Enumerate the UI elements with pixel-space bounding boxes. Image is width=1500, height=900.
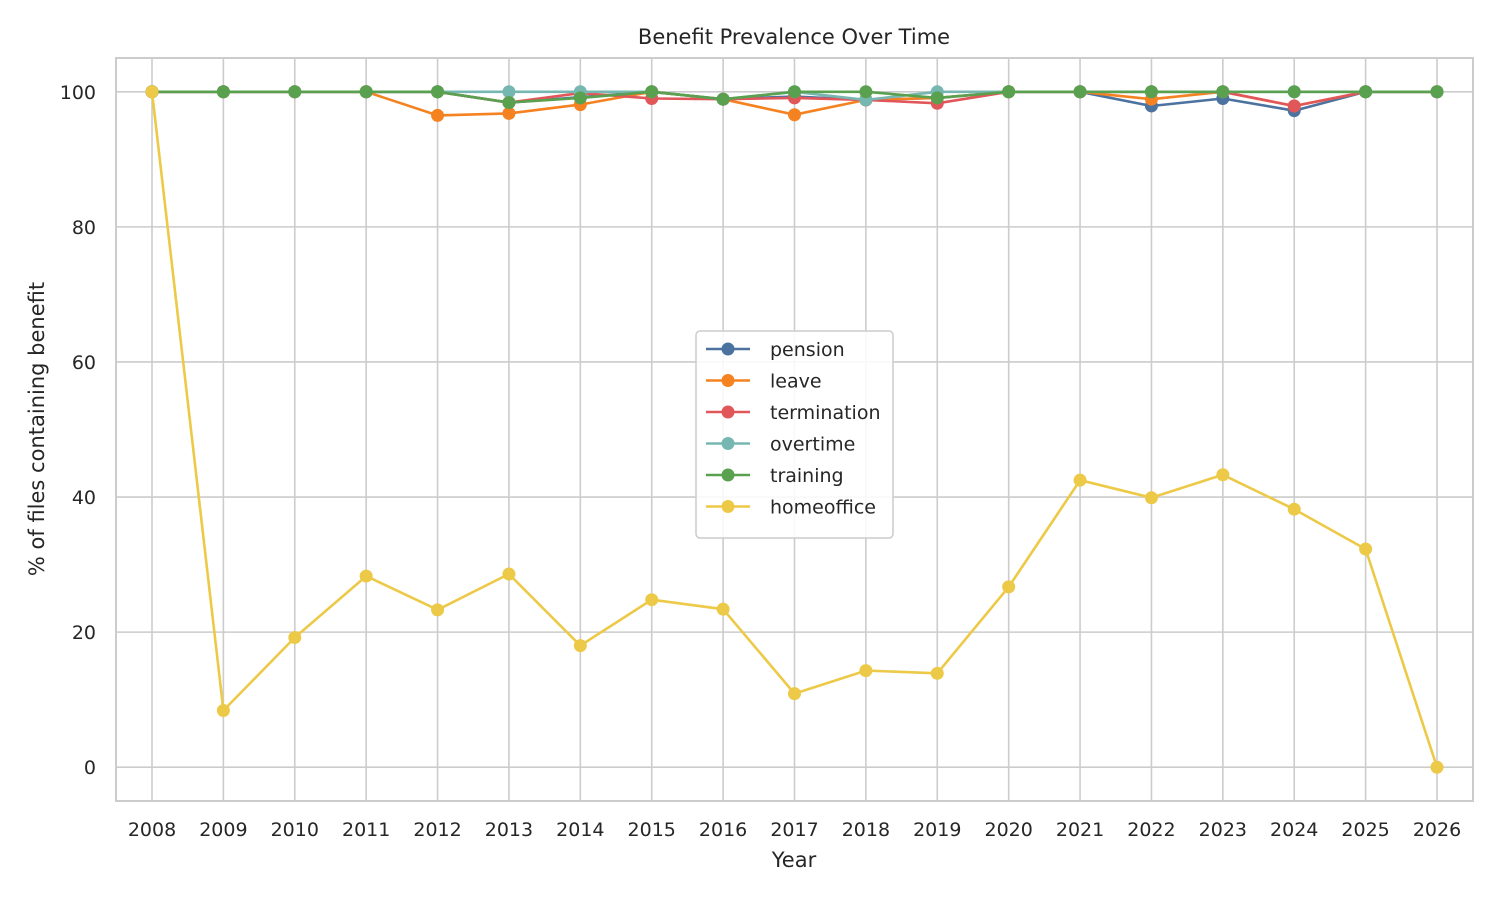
- data-point-homeoffice: [359, 569, 373, 583]
- legend-label: training: [770, 465, 844, 487]
- legend-swatch-marker: [721, 405, 735, 419]
- y-axis-label: % of files containing benefit: [25, 282, 49, 576]
- data-point-training: [1359, 85, 1373, 99]
- x-tick-label: 2026: [1413, 819, 1461, 841]
- data-point-homeoffice: [1216, 468, 1230, 482]
- x-tick-label: 2008: [128, 819, 176, 841]
- data-point-homeoffice: [716, 602, 730, 616]
- x-tick-label: 2020: [984, 819, 1032, 841]
- data-point-homeoffice: [1073, 473, 1087, 487]
- data-point-training: [645, 85, 659, 99]
- x-tick-label: 2018: [842, 819, 890, 841]
- legend-label: pension: [770, 339, 845, 361]
- x-tick-label: 2023: [1199, 819, 1247, 841]
- data-point-homeoffice: [431, 603, 445, 617]
- data-point-training: [1216, 85, 1230, 99]
- legend-label: homeoffice: [770, 497, 876, 519]
- data-point-training: [1287, 85, 1301, 99]
- data-point-training: [859, 85, 873, 99]
- data-point-training: [431, 85, 445, 99]
- legend-item-overtime: overtime: [706, 434, 855, 456]
- data-point-leave: [502, 106, 516, 120]
- data-point-homeoffice: [145, 85, 159, 99]
- data-point-training: [788, 85, 801, 99]
- x-tick-label: 2017: [770, 819, 818, 841]
- y-tick-label: 60: [72, 352, 96, 374]
- data-point-training: [930, 91, 944, 105]
- data-point-training: [1430, 85, 1444, 99]
- data-point-homeoffice: [859, 664, 873, 678]
- x-tick-label: 2010: [271, 819, 319, 841]
- y-tick-label: 40: [72, 487, 96, 509]
- data-point-training: [216, 85, 230, 99]
- legend-swatch-marker: [721, 500, 735, 513]
- x-ticks: 2008 2009 2010 2011 2012 2013 2014 2015 2016 2017…: [128, 819, 1461, 841]
- x-tick-label: 2012: [413, 819, 461, 841]
- legend-label: termination: [770, 402, 880, 424]
- data-point-training: [288, 85, 302, 99]
- legend-item-leave: leave: [706, 371, 822, 393]
- legend-item-pension: pension: [706, 339, 845, 361]
- legend-swatch-marker: [721, 468, 735, 482]
- x-tick-label: 2024: [1270, 819, 1318, 841]
- legend-label: overtime: [770, 434, 855, 456]
- data-point-homeoffice: [573, 639, 587, 653]
- data-point-training: [1073, 85, 1087, 99]
- y-tick-label: 100: [60, 82, 96, 104]
- data-point-termination: [1287, 99, 1301, 113]
- legend-swatch-marker: [721, 437, 735, 450]
- y-tick-label: 20: [72, 622, 96, 644]
- x-tick-label: 2021: [1056, 819, 1104, 841]
- data-point-homeoffice: [1430, 760, 1444, 774]
- y-tick-label: 0: [84, 757, 96, 779]
- series-homeoffice: [145, 85, 1444, 774]
- legend-swatch-marker: [721, 374, 735, 387]
- legend-item-training: training: [706, 465, 844, 487]
- data-point-homeoffice: [930, 666, 944, 680]
- legend-swatch-marker: [721, 342, 735, 356]
- data-point-training: [359, 85, 373, 99]
- data-point-homeoffice: [1359, 542, 1373, 556]
- data-point-leave: [788, 108, 801, 122]
- data-point-homeoffice: [216, 703, 230, 717]
- data-point-training: [573, 91, 587, 105]
- x-axis-label: Year: [771, 848, 817, 872]
- x-tick-label: 2025: [1341, 819, 1389, 841]
- legend-box: [695, 330, 894, 539]
- data-point-homeoffice: [288, 631, 302, 645]
- x-tick-label: 2014: [556, 819, 604, 841]
- legend-label: leave: [770, 371, 822, 393]
- data-point-homeoffice: [788, 687, 801, 701]
- x-tick-label: 2013: [485, 819, 533, 841]
- x-tick-label: 2016: [699, 819, 747, 841]
- x-tick-label: 2015: [628, 819, 676, 841]
- data-point-overtime: [502, 85, 516, 99]
- y-ticks: 0 20 40 60 80 100: [60, 82, 96, 779]
- legend: pension leave termination overtime training h…: [695, 330, 894, 539]
- data-point-training: [716, 92, 730, 106]
- x-tick-label: 2022: [1127, 819, 1175, 841]
- data-point-training: [502, 96, 516, 110]
- data-point-training: [1144, 85, 1158, 99]
- legend-item-homeoffice: homeoffice: [706, 497, 876, 519]
- chart-title: Benefit Prevalence Over Time: [638, 25, 950, 49]
- plot-frame: [115, 57, 1474, 802]
- data-point-homeoffice: [645, 593, 659, 607]
- data-point-leave: [431, 108, 445, 122]
- y-tick-label: 80: [72, 217, 96, 239]
- series-layer: [145, 85, 1444, 774]
- x-tick-label: 2011: [342, 819, 390, 841]
- legend-item-termination: termination: [706, 402, 880, 424]
- data-point-homeoffice: [1287, 502, 1301, 516]
- data-point-homeoffice: [1144, 491, 1158, 505]
- data-point-homeoffice: [502, 567, 516, 581]
- data-point-training: [1002, 85, 1016, 99]
- data-point-homeoffice: [1002, 580, 1016, 594]
- x-tick-label: 2009: [199, 819, 247, 841]
- x-tick-label: 2019: [913, 819, 961, 841]
